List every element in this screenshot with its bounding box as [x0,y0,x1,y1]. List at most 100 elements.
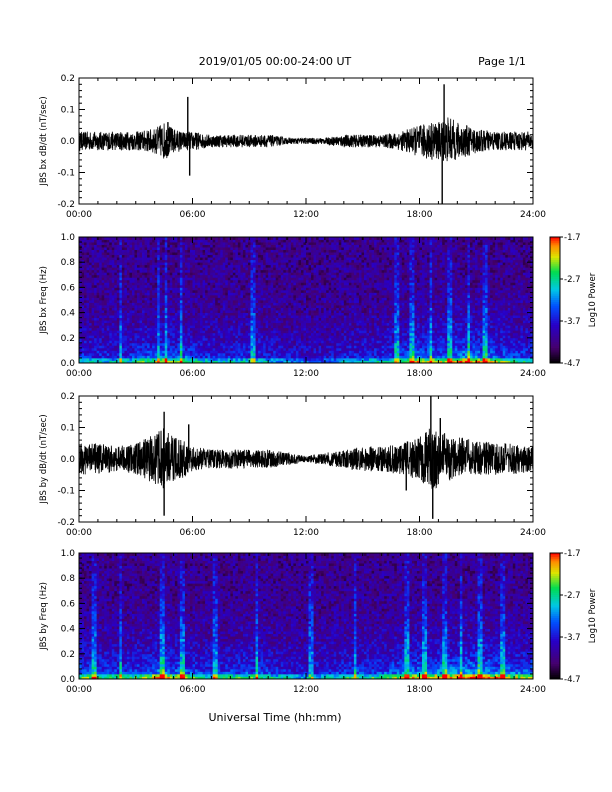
spectrogram-cell [220,264,224,268]
spectrogram-cell [144,247,148,250]
spectrogram-cell [270,330,274,334]
spectrogram-cell [258,257,261,261]
spectrogram-cell [91,317,95,321]
spectrogram-cell [250,300,254,303]
spectrogram-cell [202,287,206,291]
spectrogram-cell [300,272,304,276]
spectrogram-cell [99,244,103,248]
spectrogram-cell [235,305,239,308]
spectrogram-cell [202,262,206,266]
spectrogram-cell [116,289,120,293]
spectrogram-cell [270,297,274,301]
spectrogram-cell [192,272,196,276]
spectrogram-cell [232,272,236,276]
spectrogram-cell [94,289,98,293]
spectrogram-cell [318,262,322,266]
spectrogram-cell [139,277,143,281]
spectrogram-cell [126,317,130,321]
spectrogram-cell [250,294,254,298]
spectrogram-cell [197,249,201,253]
spectrogram-cell [91,330,95,334]
spectrogram-cell [306,249,309,253]
spectrogram-cell [293,355,297,359]
spectrogram-cell [184,337,188,341]
spectrogram-cell [220,312,224,316]
spectrogram-cell [172,279,176,283]
spectrogram-cell [273,279,277,283]
spectrogram-cell [323,357,327,361]
spectrogram-cell [207,332,211,336]
spectrogram-cell [142,257,145,261]
spectrogram-cell [285,249,289,253]
spectrogram-cell [265,262,269,266]
spectrogram-cell [159,294,163,298]
spectrogram-cell [126,300,130,303]
spectrogram-cell [96,252,100,256]
spectrogram-cell [162,355,166,359]
spectrogram-cell [109,257,113,261]
spectrogram-cell [323,337,327,341]
spectrogram-cell [288,279,292,283]
spectrogram-cell [101,337,105,341]
spectrogram-cell [121,302,125,306]
spectrogram-cell [255,300,259,303]
spectrogram-cell [179,259,183,263]
spectrogram-cell [240,249,244,253]
spectrogram-cell [159,274,163,278]
spectrogram-cell [142,269,145,273]
spectrogram-cell [263,237,267,240]
spectrogram-cell [212,360,216,364]
spectrogram-cell [280,325,284,329]
spectrogram-cell [195,345,198,349]
spectrogram-cell [232,310,236,313]
spectrogram-cell [152,320,156,324]
spectrogram-cell [227,327,231,331]
spectrogram-cell [101,320,105,324]
spectrogram-cell [280,352,284,356]
spectrogram-cell [187,279,191,283]
spectrogram-cell [177,244,181,248]
spectrogram-cell [278,289,282,293]
spectrogram-cell [99,315,103,319]
spectrogram-cell [280,320,284,324]
spectrogram-cell [278,252,282,256]
spectrogram-cell [275,292,279,296]
spectrogram-cell [197,257,201,261]
spectrogram-cell [225,347,229,351]
spectrogram-cell [265,320,269,324]
spectrogram-cell [137,350,140,354]
spectrogram-cell [144,330,148,334]
spectrogram-cell [321,342,325,346]
spectrogram-cell [240,320,244,324]
spectrogram-cell [177,237,181,240]
spectrogram-cell [134,307,138,311]
spectrogram-cell [169,350,173,354]
spectrogram-cell [99,345,103,349]
spectrogram-cell [169,252,173,256]
spectrogram-cell [81,279,85,283]
spectrogram-cell [126,297,130,301]
spectrogram-cell [81,315,85,319]
spectrogram-cell [230,355,234,359]
spectrogram-cell [263,327,267,331]
spectrogram-cell [79,244,82,248]
spectrogram-cell [230,312,234,316]
spectrogram-cell [321,264,325,268]
spectrogram-cell [225,320,229,324]
spectrogram-cell [265,352,269,356]
spectrogram-cell [237,239,241,243]
spectrogram-cell [293,360,297,364]
spectrogram-cell [84,247,87,250]
spectrogram-cell [300,294,304,298]
spectrogram-cell [195,342,198,346]
spectrogram-cell [212,320,216,324]
spectrogram-cell [275,277,279,281]
spectrogram-cell [298,302,302,306]
spectrogram-cell [109,292,113,296]
spectrogram-cell [273,347,277,351]
spectrogram-cell [242,259,246,263]
spectrogram-cell [205,352,209,356]
spectrogram-cell [318,287,322,291]
spectrogram-cell [263,312,267,316]
spectrogram-cell [187,282,191,286]
